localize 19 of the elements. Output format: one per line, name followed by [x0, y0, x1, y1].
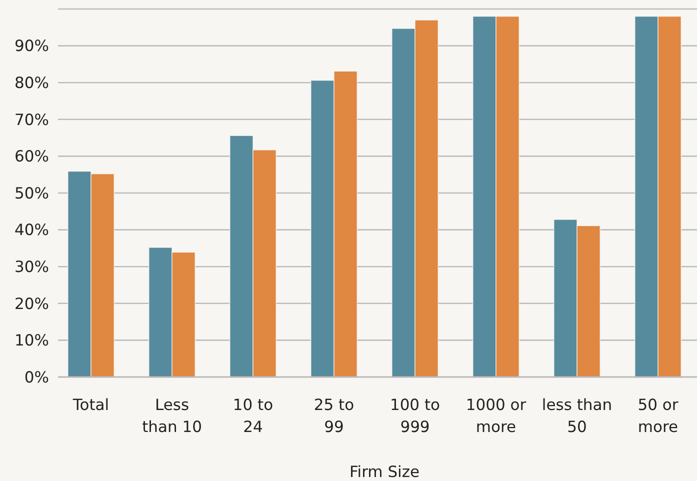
x-tick-label: 10 to 24 [232, 396, 274, 436]
y-tick-label: 0% [24, 368, 49, 386]
x-axis-title: Firm Size [349, 463, 420, 481]
y-tick-label: 10% [14, 332, 49, 350]
x-tick-label: Total [72, 396, 110, 414]
x-tick-label: 100 to 999 [390, 396, 440, 436]
x-tick-label: 50 or more [638, 396, 679, 436]
x-tick-label: 1000 or more [466, 396, 527, 436]
x-tick-label: 25 to 99 [314, 396, 354, 436]
y-tick-label: 80% [14, 74, 49, 92]
x-tick-label: Less than 10 [142, 396, 202, 436]
y-tick-label: 30% [14, 258, 49, 276]
y-tick-label: 70% [14, 110, 49, 129]
y-tick-label: 50% [14, 184, 49, 202]
y-tick-label: 60% [14, 148, 49, 166]
y-tick-label: 20% [14, 294, 49, 313]
y-tick-label: 40% [14, 221, 49, 240]
y-tick-label: 90% [14, 37, 49, 56]
x-tick-label: less than 50 [542, 396, 612, 436]
